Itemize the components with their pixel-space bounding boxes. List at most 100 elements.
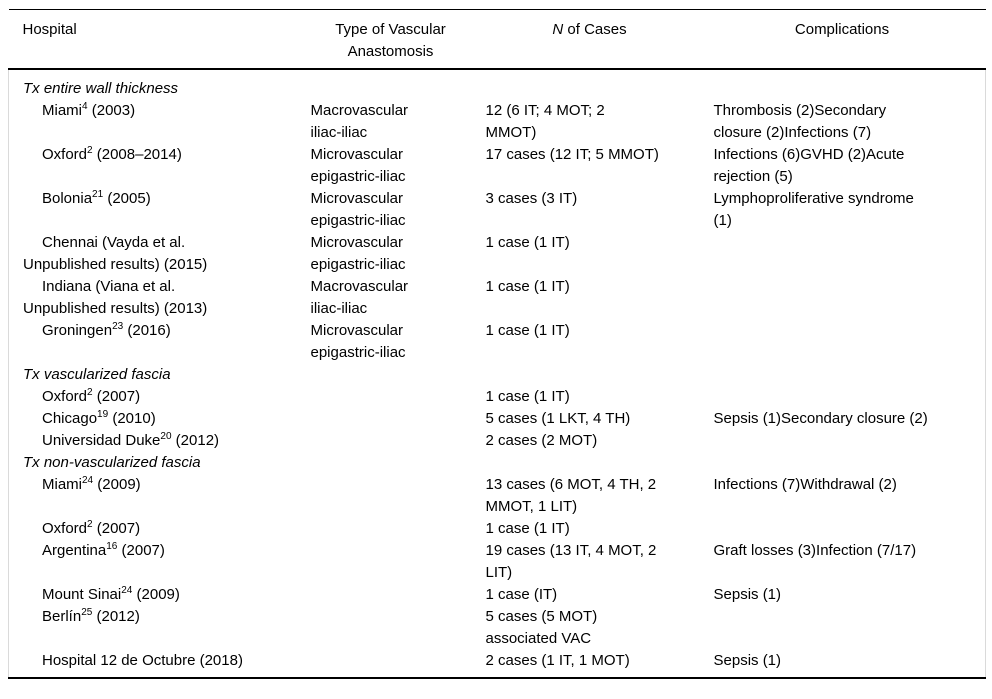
table-row: Groningen23 (2016) Microvascular epigastr… <box>8 320 986 364</box>
hospital-cell: Oxford2 (2007) <box>8 518 301 540</box>
complications-cell: Graft losses (3)Infection (7/17) <box>698 540 986 584</box>
anastomosis-cell: Microvascular epigastric-iliac <box>310 146 406 185</box>
anastomosis-cell <box>301 518 481 540</box>
table-row: Mount Sinai24 (2009) 1 case (IT) Sepsis (1… <box>8 584 986 606</box>
col-header-complications: Complications <box>698 9 986 70</box>
cases-cell: 1 case (1 IT) <box>485 278 570 295</box>
hospital-cell: Oxford2 (2007) <box>8 386 301 408</box>
complications-cell <box>698 518 986 540</box>
complications-cell: Infections (6)GVHD (2)Acute rejection (5… <box>698 144 986 188</box>
cases-cell: 17 cases (12 IT; 5 MMOT) <box>485 146 659 163</box>
hospital-name: Groningen <box>42 322 113 339</box>
table-row: Oxford2 (2008–2014) Microvascular epigast… <box>8 144 986 188</box>
hospital-cell: Indiana (Viana et al. Unpublished result… <box>8 276 301 320</box>
col-header-anastomosis: Type of Vascular Anastomosis <box>300 9 481 70</box>
anastomosis-cell <box>301 430 481 452</box>
anastomosis-cell <box>300 650 481 679</box>
anastomosis-cell <box>301 540 481 584</box>
section-label: Tx entire wall thickness <box>8 69 986 100</box>
hospital-name: Mount Sinai <box>42 586 122 603</box>
reference-superscript: 4 <box>82 101 88 112</box>
table-row: Hospital 12 de Octubre (2018) 2 cases (1 … <box>8 650 986 679</box>
section-row: Tx entire wall thickness <box>8 69 986 100</box>
table-row: Berlín25 (2012) 5 cases (5 MOT) associate… <box>8 606 986 650</box>
reference-superscript: 19 <box>97 409 109 420</box>
reference-superscript: 24 <box>121 585 133 596</box>
reference-superscript: 21 <box>92 189 104 200</box>
section-row: Tx vascularized fascia <box>8 364 986 386</box>
hospital-cell: Chicago19 (2010) <box>8 408 301 430</box>
anastomosis-cell <box>301 408 481 430</box>
col-header-n-italic: N <box>552 21 564 38</box>
hospital-year: (2016) <box>123 322 171 339</box>
reference-superscript: 24 <box>82 475 94 486</box>
hospital-year: (2008–2014) <box>92 146 182 163</box>
complications-cell: Sepsis (1)Secondary closure (2) <box>698 408 986 430</box>
reference-superscript: 16 <box>106 541 118 552</box>
hospital-cell: Chennai (Vayda et al. Unpublished result… <box>8 232 301 276</box>
anastomosis-cell: Microvascular epigastric-iliac <box>310 322 406 361</box>
anastomosis-cell: Microvascular epigastric-iliac <box>310 190 406 229</box>
cases-cell: 5 cases (1 LKT, 4 TH) <box>485 410 631 427</box>
col-header-n-rest: of Cases <box>563 21 627 38</box>
hospital-year: (2012) <box>92 608 140 625</box>
hospital-name: Miami <box>42 476 82 493</box>
hospital-cell: Miami24 (2009) <box>8 474 301 518</box>
hospital-name: Berlín <box>42 608 82 625</box>
cases-cell: 1 case (1 IT) <box>485 388 570 405</box>
hospital-cell: Miami4 (2003) <box>8 100 301 144</box>
complications-cell: Thrombosis (2)Secondary closure (2)Infec… <box>698 100 986 144</box>
table-row: Indiana (Viana et al. Unpublished result… <box>8 276 986 320</box>
table-row: Miami4 (2003) Macrovascular iliac-iliac 12… <box>8 100 986 144</box>
cases-cell: 1 case (1 IT) <box>485 322 570 339</box>
hospital-name: Oxford <box>42 388 88 405</box>
hospital-cell: Universidad Duke20 (2012) <box>8 430 301 452</box>
hospital-name: Oxford <box>42 146 88 163</box>
hospital-name: Miami <box>42 102 82 119</box>
hospital-cell: Groningen23 (2016) <box>8 320 301 364</box>
anastomosis-cell: Microvascular epigastric-iliac <box>310 234 406 273</box>
hospital-year: (2009) <box>132 586 180 603</box>
cases-cell: 12 (6 IT; 4 MOT; 2 MMOT) <box>485 102 605 141</box>
col-header-hospital: Hospital <box>8 9 301 70</box>
complications-cell: Infections (7)Withdrawal (2) <box>698 474 986 518</box>
anastomosis-cell <box>301 474 481 518</box>
hospital-year: (2007) <box>92 388 141 405</box>
table-row: Universidad Duke20 (2012) 2 cases (2 MOT) <box>8 430 986 452</box>
header-row: Hospital Type of Vascular Anastomosis N … <box>8 9 986 70</box>
anastomosis-cell: Macrovascular iliac-iliac <box>310 278 409 317</box>
anastomosis-cell <box>301 606 481 650</box>
hospital-year: (2003) <box>87 102 136 119</box>
hospital-name: Indiana (Viana et al. Unpublished result… <box>23 278 208 317</box>
hospital-year: (2010) <box>108 410 156 427</box>
section-row: Tx non-vascularized fascia <box>8 452 986 474</box>
table-row: Bolonia21 (2005) Microvascular epigastric… <box>8 188 986 232</box>
hospital-cell: Argentina16 (2007) <box>8 540 301 584</box>
table-row: Chicago19 (2010) 5 cases (1 LKT, 4 TH) Sep… <box>8 408 986 430</box>
hospital-name: Bolonia <box>42 190 93 207</box>
hospital-year: (2009) <box>93 476 141 493</box>
reference-superscript: 2 <box>87 145 93 156</box>
hospital-cell: Oxford2 (2008–2014) <box>8 144 301 188</box>
cases-cell: 1 case (IT) <box>485 586 558 603</box>
hospital-name: Universidad Duke <box>42 432 161 449</box>
cases-cell: 1 case (1 IT) <box>485 234 570 251</box>
reference-superscript: 23 <box>112 321 124 332</box>
cases-cell: 2 cases (2 MOT) <box>485 432 598 449</box>
hospital-name: Chicago <box>42 410 98 427</box>
cases-cell: 13 cases (6 MOT, 4 TH, 2 MMOT, 1 LIT) <box>485 476 657 515</box>
cases-cell: 1 case (1 IT) <box>485 520 570 537</box>
cases-cell: 3 cases (3 IT) <box>485 190 578 207</box>
complications-cell <box>698 386 986 408</box>
table-row: Argentina16 (2007) 19 cases (13 IT, 4 MOT… <box>8 540 986 584</box>
reference-superscript: 25 <box>81 607 93 618</box>
reference-superscript: 20 <box>160 431 172 442</box>
reference-superscript: 2 <box>87 387 93 398</box>
anastomosis-cell: Macrovascular iliac-iliac <box>310 102 409 141</box>
hospital-cell: Bolonia21 (2005) <box>8 188 301 232</box>
complications-cell <box>698 430 986 452</box>
complications-cell <box>698 606 986 650</box>
cases-cell: 19 cases (13 IT, 4 MOT, 2 LIT) <box>485 542 657 581</box>
table-row: Chennai (Vayda et al. Unpublished result… <box>8 232 986 276</box>
table-row: Oxford2 (2007) 1 case (1 IT) <box>8 386 986 408</box>
